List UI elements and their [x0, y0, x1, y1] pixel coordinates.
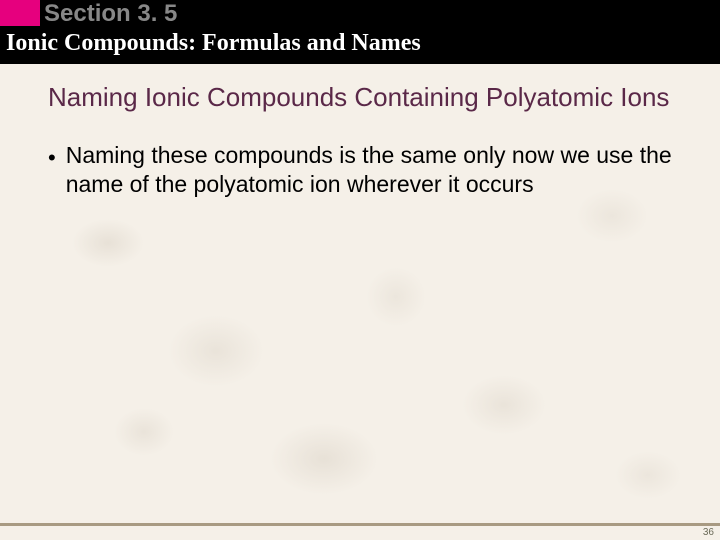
bullet-item: • Naming these compounds is the same onl… — [48, 141, 672, 199]
footer-divider — [0, 523, 720, 526]
slide-heading: Naming Ionic Compounds Containing Polyat… — [48, 82, 672, 113]
bullet-marker: • — [48, 144, 56, 173]
accent-box — [0, 0, 40, 26]
section-subtitle: Ionic Compounds: Formulas and Names — [6, 30, 421, 57]
content-area: Naming Ionic Compounds Containing Polyat… — [0, 64, 720, 199]
header-bar: Section 3. 5 Ionic Compounds: Formulas a… — [0, 0, 720, 64]
bullet-text: Naming these compounds is the same only … — [66, 141, 672, 199]
section-label: Section 3. 5 — [44, 0, 177, 28]
page-number: 36 — [703, 527, 714, 538]
